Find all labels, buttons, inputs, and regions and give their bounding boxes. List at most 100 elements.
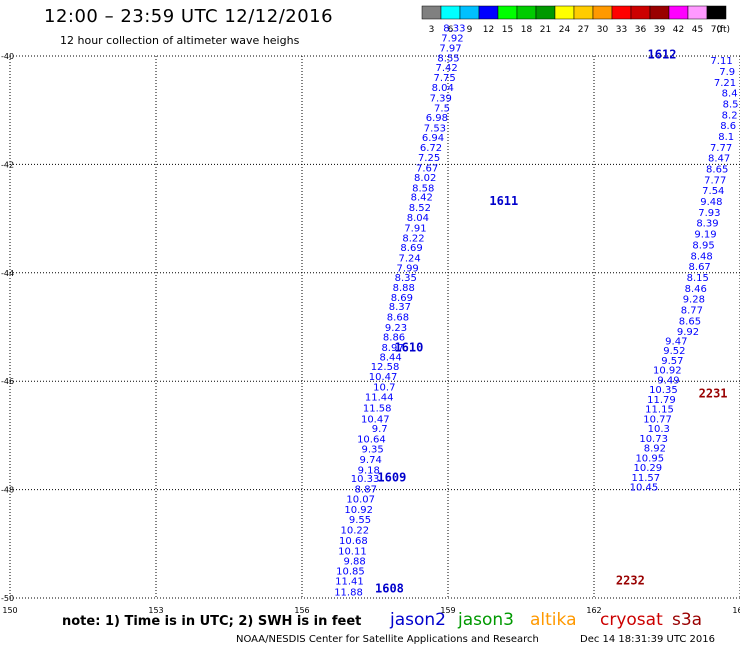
wave-height-value: 7.93 [698,208,720,219]
footer-credit: NOAA/NESDIS Center for Satellite Applica… [236,634,539,645]
colorbar-swatch [592,5,613,20]
wave-height-value: 10.07 [346,495,375,506]
wave-height-value: 10.45 [630,483,659,494]
colorbar-label: 9 [467,25,473,35]
legend-cryosat: cryosat [600,610,663,630]
y-tick-label: -44 [1,269,14,278]
chart-grid: 150 153 156 159 162 165 -40 -42 -44 -46 -48 -50 [1,52,740,615]
colorbar-swatch [535,5,556,20]
colorbar-label: 42 [673,25,684,35]
legend-jason2: jason2 [390,610,446,630]
wave-height-value: 8.52 [409,203,431,214]
colorbar-label: 15 [502,25,513,35]
wave-height-value: 10.92 [344,505,373,516]
wave-height-value: 9.35 [361,445,383,456]
wave-height-value: 8.33 [443,24,465,35]
wave-height-value: 10.35 [649,385,678,396]
colorbar-swatch [573,5,594,20]
colorbar-swatch [611,5,632,20]
wave-height-value: 8.5 [723,99,739,110]
wave-height-value: 7.9 [719,67,735,78]
track-time-label: 1611 [489,194,518,208]
wave-height-value: 11.88 [334,587,363,598]
color-scale-legend: 3 6 9 12 15 18 21 24 27 30 33 36 39 42 45 70(ft) [421,5,730,35]
wave-height-value: 10.29 [633,463,662,474]
colorbar-swatch [554,5,575,20]
wave-height-value: 11.15 [645,405,674,416]
wave-height-value: 11.79 [647,395,676,406]
wave-height-value: 7.53 [424,123,446,134]
colorbar-swatch [516,5,537,20]
wave-height-value: 8.37 [389,302,411,313]
wave-height-value: 8.04 [432,83,454,94]
colorbar-swatch [706,5,727,20]
wave-height-value: 11.57 [632,473,661,484]
wave-height-value: 7.75 [434,73,456,84]
wave-height-value: 8.02 [414,173,436,184]
colorbar-label: 24 [559,25,571,35]
wave-height-value: 10.68 [339,536,368,547]
wave-height-value: 7.91 [404,224,426,235]
y-tick-label: -46 [1,377,14,386]
wave-height-value: 6.94 [422,133,444,144]
colorbar-swatch [497,5,518,20]
wave-height-value: 10.73 [639,434,668,445]
wave-height-value: 10.77 [643,414,672,425]
footer-timestamp: Dec 14 18:31:39 UTC 2016 [580,634,715,645]
wave-height-value: 7.21 [714,78,736,89]
colorbar-label: 21 [540,25,551,35]
colorbar-label: 39 [654,25,666,35]
wave-height-value: 10.33 [351,474,380,485]
wave-height-value: 9.55 [349,515,371,526]
y-tick-label: -42 [1,160,14,169]
wave-height-value: 8.87 [355,484,377,495]
y-tick-label: -50 [1,594,14,603]
colorbar-label: 36 [635,25,647,35]
wave-height-value: 8.68 [387,312,409,323]
wave-height-value: 9.47 [665,336,687,347]
wave-height-value: 8.92 [644,444,666,455]
wave-height-value: 7.5 [434,103,450,114]
colorbar-swatch [668,5,689,20]
wave-height-value: 10.7 [373,382,395,393]
colorbar-label: 45 [692,25,703,35]
wave-height-value: 8.95 [692,240,714,251]
colorbar-swatch [459,5,480,20]
wave-height-value: 8.67 [689,262,711,273]
page-title: 12:00 – 23:59 UTC 12/12/2016 [44,6,334,27]
wave-height-value: 8.48 [690,251,712,262]
wave-height-value: 7.24 [398,253,420,264]
wave-height-value: 8.65 [679,316,701,327]
wave-height-value: 11.58 [363,404,392,415]
wave-height-value: 8.39 [696,219,718,230]
wave-height-value: 9.52 [663,346,685,357]
colorbar-label: 6 [448,25,454,35]
y-tick-label: -40 [1,52,14,61]
wave-height-value: 8.35 [395,273,417,284]
colorbar-label: 33 [616,25,627,35]
wave-height-value: 9.18 [358,465,380,476]
track-time-label: 1610 [394,340,423,354]
colorbar-label: 3 [429,25,435,35]
wave-height-value: 7.42 [435,63,457,74]
track-time-label: 1608 [375,582,404,596]
wave-height-value: 7.67 [416,163,438,174]
wave-height-value: 10.47 [361,414,390,425]
wave-height-value: 8.44 [380,353,402,364]
track-time-label: 2232 [616,573,645,587]
wave-height-value: 8.88 [393,283,415,294]
wave-height-value: 8.15 [687,273,709,284]
wave-height-value: 9.88 [343,556,365,567]
wave-height-value: 11.44 [365,393,394,404]
wave-height-value: 10.47 [369,372,398,383]
wave-height-value: 8.69 [400,243,422,254]
x-tick-label: 156 [294,606,309,615]
legend-altika: altika [530,610,577,630]
wave-height-value: 11.41 [335,576,364,587]
wave-height-value: 9.23 [385,323,407,334]
wave-height-value: 7.11 [710,56,732,67]
colorbar-swatch [649,5,670,20]
wave-height-value: 8.42 [411,193,433,204]
wave-height-value: 7.77 [704,175,726,186]
wave-height-value: 8.47 [708,154,730,165]
